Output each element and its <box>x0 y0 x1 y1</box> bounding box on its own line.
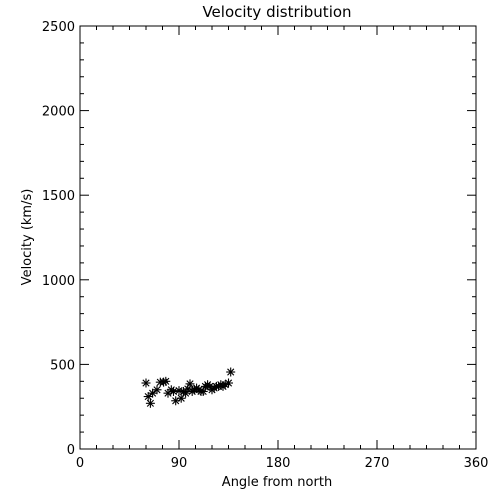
chart-title: Velocity distribution <box>202 3 351 21</box>
data-point <box>185 379 195 389</box>
data-points <box>141 367 236 408</box>
data-point <box>145 398 155 408</box>
y-tick-label: 0 <box>67 443 75 458</box>
tick-layer: 0 90 180 270 360 0 500 1000 1500 2000 2500 <box>42 20 489 471</box>
data-point <box>152 385 162 395</box>
x-tick-label: 360 <box>464 456 489 471</box>
y-tick-label: 2000 <box>42 105 75 120</box>
x-tick-label: 90 <box>171 456 188 471</box>
y-tick-label: 1500 <box>42 189 75 204</box>
data-point <box>226 367 236 377</box>
data-point <box>141 378 151 388</box>
plot-frame <box>79 25 477 450</box>
data-point <box>224 378 233 388</box>
x-tick-label: 0 <box>76 456 84 471</box>
y-tick-label: 1000 <box>42 274 75 289</box>
y-tick-label: 2500 <box>42 20 75 35</box>
x-axis-title: Angle from north <box>222 475 332 490</box>
x-tick-label: 270 <box>365 456 390 471</box>
y-tick-label: 500 <box>50 358 75 373</box>
x-tick-label: 180 <box>266 456 291 471</box>
data-point <box>161 376 171 386</box>
y-axis-title: Velocity (km/s) <box>20 189 35 286</box>
